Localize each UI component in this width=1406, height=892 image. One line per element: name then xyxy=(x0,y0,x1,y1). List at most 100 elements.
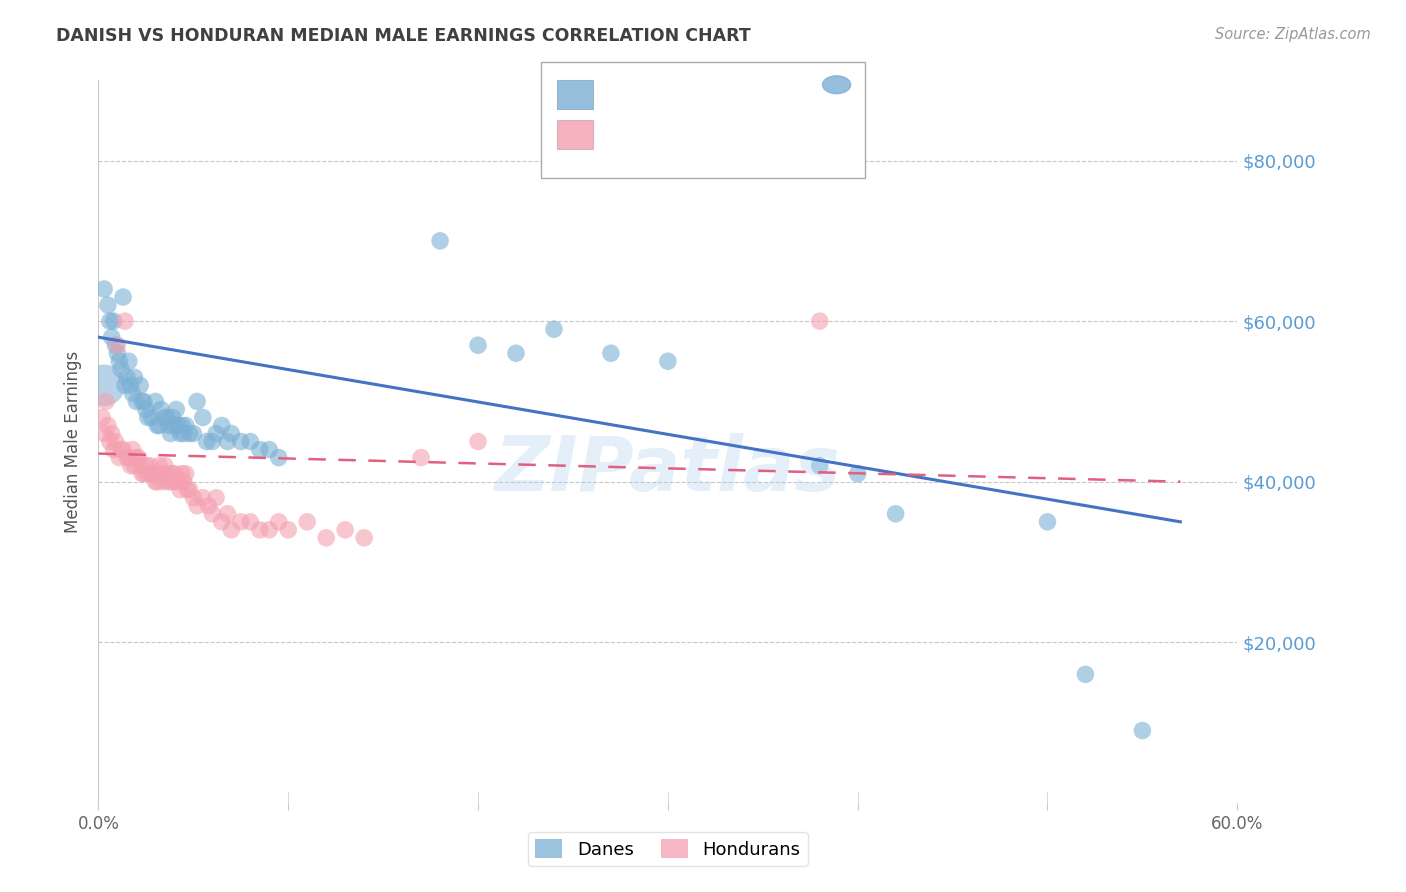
Point xyxy=(183,426,205,441)
Point xyxy=(217,507,239,521)
Point xyxy=(138,458,160,473)
Point xyxy=(600,346,623,360)
Point xyxy=(808,314,831,328)
Point xyxy=(197,499,219,513)
Point xyxy=(141,410,163,425)
Point xyxy=(221,426,243,441)
Point xyxy=(543,322,565,336)
Point xyxy=(107,346,129,360)
Point xyxy=(146,418,169,433)
Point xyxy=(467,434,489,449)
Point xyxy=(186,394,208,409)
Point xyxy=(657,354,679,368)
Point xyxy=(136,467,159,481)
Point xyxy=(1036,515,1059,529)
Point xyxy=(163,418,186,433)
Point xyxy=(120,378,142,392)
Point xyxy=(145,394,167,409)
Point xyxy=(127,450,149,465)
Point xyxy=(239,434,262,449)
Y-axis label: Median Male Earnings: Median Male Earnings xyxy=(65,351,83,533)
Point xyxy=(159,475,181,489)
Point xyxy=(229,515,252,529)
Point xyxy=(174,467,197,481)
Point xyxy=(505,346,527,360)
Point xyxy=(152,475,174,489)
Point xyxy=(98,314,121,328)
Point xyxy=(148,418,170,433)
Point xyxy=(297,515,319,529)
Point xyxy=(1074,667,1097,681)
Text: N = 71: N = 71 xyxy=(752,128,817,145)
Point xyxy=(135,458,157,473)
Point xyxy=(131,467,153,481)
Point xyxy=(124,370,146,384)
Point xyxy=(315,531,337,545)
Point xyxy=(156,467,179,481)
Point xyxy=(115,370,138,384)
Point xyxy=(129,378,152,392)
Point xyxy=(93,378,115,392)
Point xyxy=(132,467,155,481)
Point xyxy=(93,282,115,296)
Point xyxy=(94,394,117,409)
Point xyxy=(267,450,290,465)
Point xyxy=(249,442,271,457)
Point xyxy=(108,354,131,368)
Point xyxy=(118,354,141,368)
Point xyxy=(150,467,173,481)
Point xyxy=(97,418,120,433)
Point xyxy=(125,450,148,465)
Point xyxy=(167,475,190,489)
Point xyxy=(191,410,214,425)
Point xyxy=(141,467,163,481)
Point xyxy=(145,475,167,489)
Point xyxy=(104,434,127,449)
Point xyxy=(249,523,271,537)
Point xyxy=(173,426,195,441)
Point xyxy=(114,378,136,392)
Point xyxy=(103,442,125,457)
Point xyxy=(259,442,281,457)
Point xyxy=(118,450,141,465)
Legend: Danes, Hondurans: Danes, Hondurans xyxy=(529,832,807,866)
Point xyxy=(186,499,208,513)
Point xyxy=(183,491,205,505)
Point xyxy=(91,410,114,425)
Point xyxy=(156,410,179,425)
Point xyxy=(179,426,201,441)
Point xyxy=(110,442,132,457)
Point xyxy=(132,394,155,409)
Point xyxy=(808,458,831,473)
Text: DANISH VS HONDURAN MEDIAN MALE EARNINGS CORRELATION CHART: DANISH VS HONDURAN MEDIAN MALE EARNINGS … xyxy=(56,27,751,45)
Point xyxy=(205,426,228,441)
Point xyxy=(97,298,120,312)
Text: N = 66: N = 66 xyxy=(752,89,818,107)
Point xyxy=(98,434,121,449)
Point xyxy=(162,467,184,481)
Point xyxy=(108,450,131,465)
Point xyxy=(112,290,135,304)
Point xyxy=(211,515,233,529)
Point xyxy=(153,410,176,425)
Point xyxy=(277,523,299,537)
Point xyxy=(201,507,224,521)
Point xyxy=(93,426,115,441)
Point xyxy=(157,418,180,433)
Point xyxy=(104,338,127,352)
Point xyxy=(150,402,173,417)
Point xyxy=(107,338,129,352)
Point xyxy=(217,434,239,449)
Point xyxy=(142,467,165,481)
Point xyxy=(221,523,243,537)
Point xyxy=(429,234,451,248)
Point xyxy=(114,314,136,328)
Point xyxy=(136,410,159,425)
Point xyxy=(135,402,157,417)
Point xyxy=(167,418,190,433)
Text: R = -0.084: R = -0.084 xyxy=(600,128,703,145)
Point xyxy=(201,434,224,449)
Point xyxy=(157,475,180,489)
Point xyxy=(100,426,122,441)
Point xyxy=(169,483,191,497)
